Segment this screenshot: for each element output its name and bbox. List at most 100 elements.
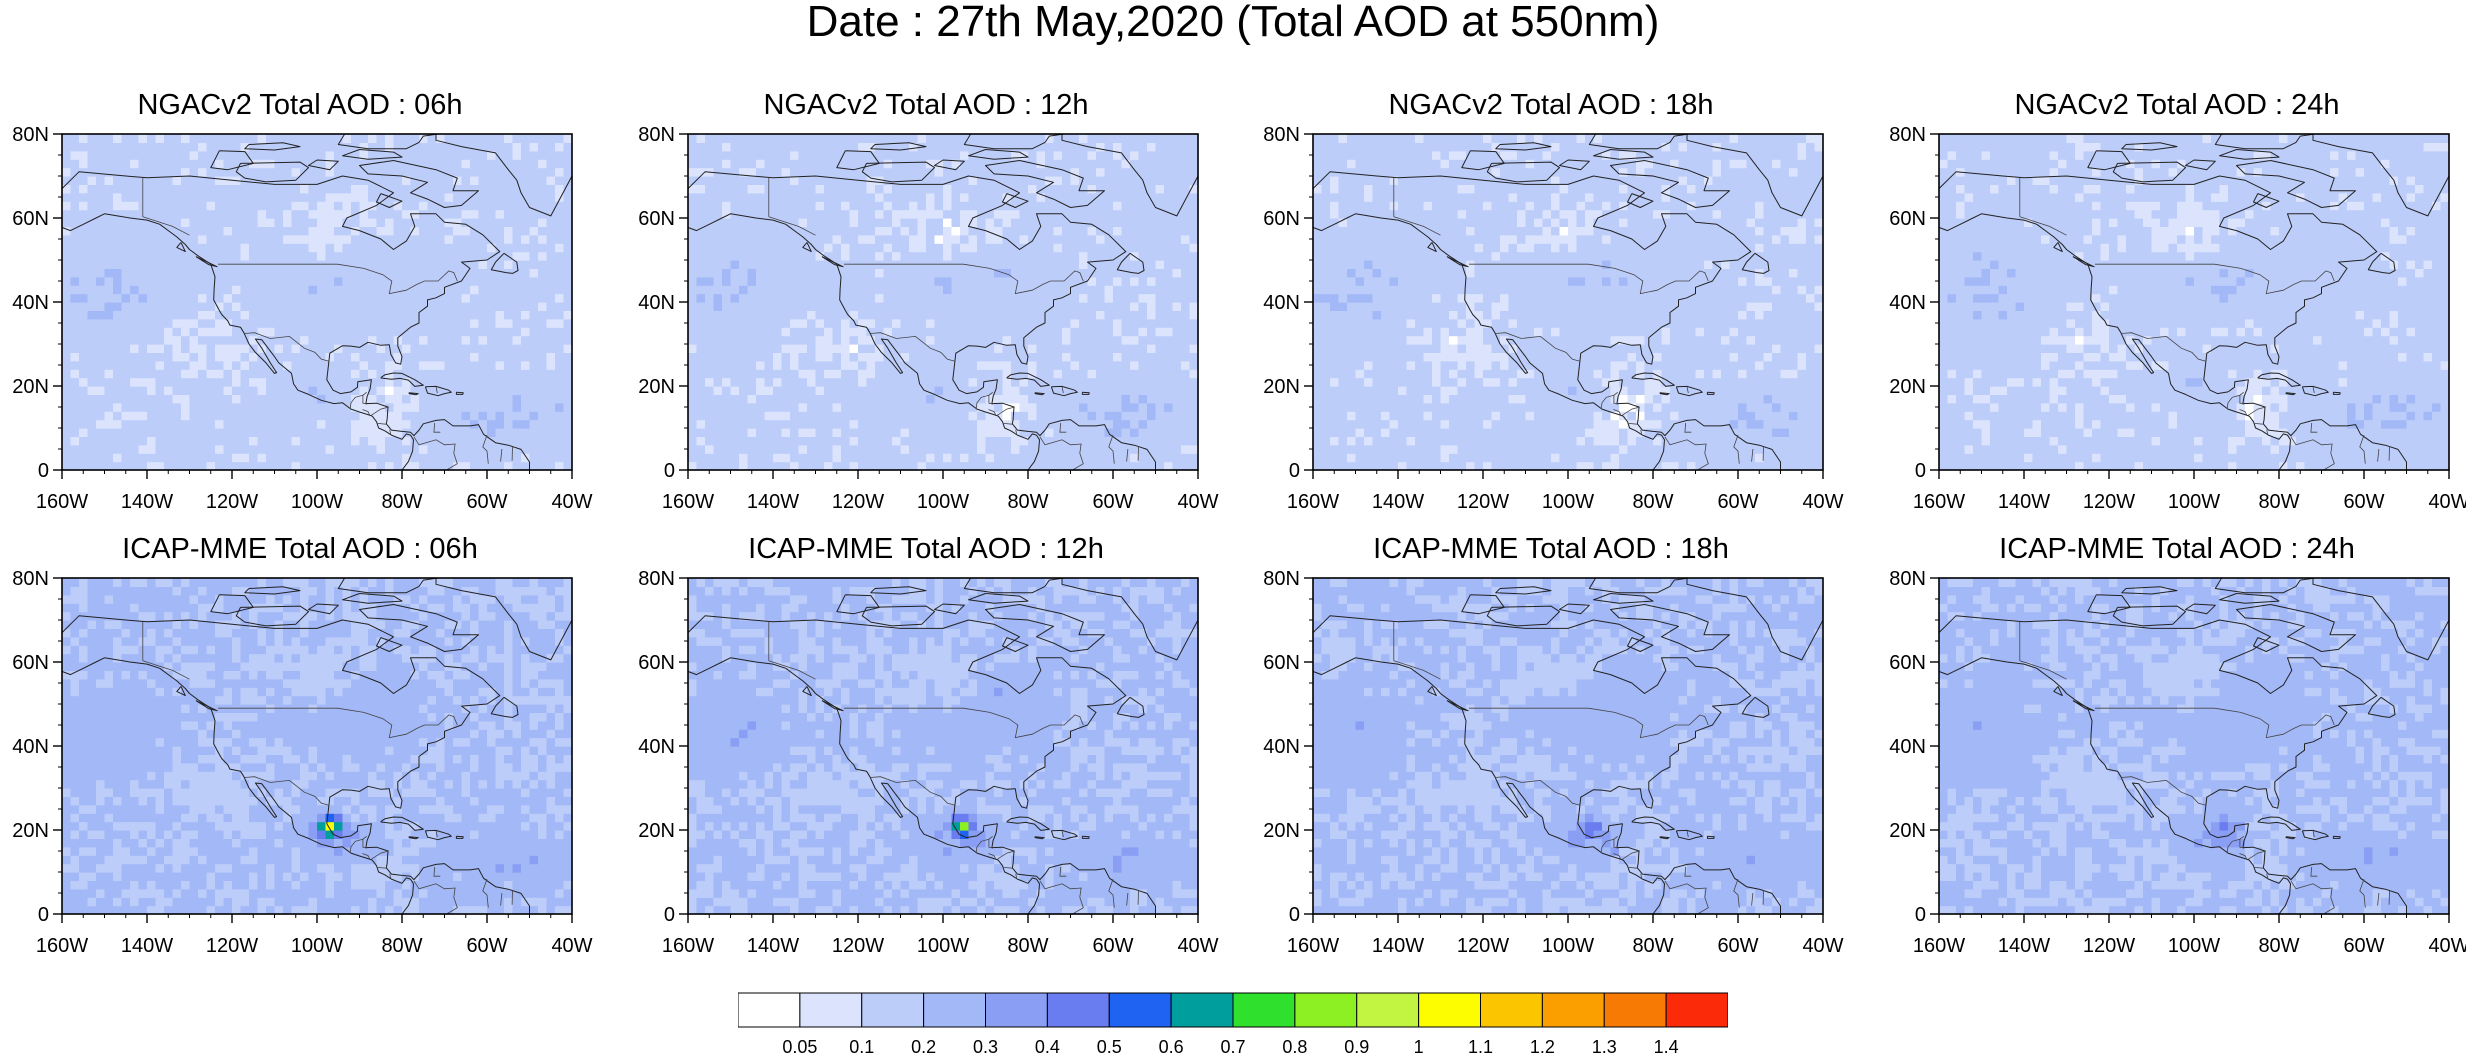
lon-tick-label: 60W xyxy=(1092,491,1133,513)
national-borders xyxy=(2019,177,2390,470)
lat-tick-label: 20N xyxy=(1263,820,1300,842)
aod-field xyxy=(1939,134,2450,471)
lat-tick-label: 0 xyxy=(1915,460,1926,482)
lat-tick-label: 40N xyxy=(12,736,49,758)
map-panel: ICAP-MME Total AOD : 18h 0 20N 40N 60N 80N 160… xyxy=(1251,532,1851,1002)
lat-tick-label: 80N xyxy=(638,568,675,590)
lon-tick-label: 100W xyxy=(1542,935,1594,957)
lat-tick-label: 80N xyxy=(1263,568,1300,590)
lat-tick-label: 40N xyxy=(1263,292,1300,314)
panel-title: NGACv2 Total AOD : 06h xyxy=(0,88,600,122)
lon-tick-label: 100W xyxy=(2168,935,2220,957)
lat-tick-label: 20N xyxy=(1889,376,1926,398)
lon-tick-label: 60W xyxy=(2343,491,2384,513)
lon-tick-label: 80W xyxy=(2258,935,2299,957)
lat-tick-label: 40N xyxy=(1889,736,1926,758)
lon-tick-label: 40W xyxy=(1802,491,1843,513)
lat-tick-label: 60N xyxy=(1263,652,1300,674)
lat-tick-label: 60N xyxy=(12,208,49,230)
panel-title: ICAP-MME Total AOD : 18h xyxy=(1251,532,1851,566)
colorbar-label: 1 xyxy=(1414,1037,1424,1056)
aod-field xyxy=(1939,578,2450,915)
lon-tick-label: 60W xyxy=(466,935,507,957)
map-plot: 0 20N 40N 60N 80N 160W 140W 120W 100W 80W 60W 40W xyxy=(638,568,1218,957)
lon-tick-label: 80W xyxy=(2258,491,2299,513)
colorbar-swatch xyxy=(1541,992,1605,1028)
colorbar-label: 0.6 xyxy=(1159,1037,1184,1056)
lat-tick-label: 40N xyxy=(1263,736,1300,758)
lon-tick-label: 80W xyxy=(1632,491,1673,513)
colorbar-label: 0.05 xyxy=(782,1037,817,1056)
lon-tick-label: 60W xyxy=(1717,491,1758,513)
lon-tick-label: 80W xyxy=(381,935,422,957)
lat-tick-label: 60N xyxy=(638,208,675,230)
colorbar-swatch xyxy=(1603,992,1667,1028)
colorbar-swatch xyxy=(1418,992,1482,1028)
lat-tick-label: 0 xyxy=(38,904,49,926)
lat-tick-label: 0 xyxy=(1289,904,1300,926)
lat-tick-label: 20N xyxy=(1263,376,1300,398)
lon-tick-label: 160W xyxy=(1287,935,1339,957)
lat-tick-label: 80N xyxy=(12,568,49,590)
coastline xyxy=(1313,578,1823,914)
lat-tick-label: 40N xyxy=(12,292,49,314)
map-plot: 0 20N 40N 60N 80N 160W 140W 120W 100W 80W 60W 40W xyxy=(638,124,1218,513)
aod-field xyxy=(688,134,1199,471)
lat-tick-label: 80N xyxy=(1889,124,1926,146)
colorbar-label: 0.2 xyxy=(911,1037,936,1056)
lon-tick-label: 140W xyxy=(121,491,173,513)
map-plot: 0 20N 40N 60N 80N 160W 140W 120W 100W 80W 60W 40W xyxy=(1263,568,1843,957)
coastline xyxy=(1313,134,1823,470)
lon-tick-label: 160W xyxy=(36,935,88,957)
map-panel: ICAP-MME Total AOD : 12h 0 20N 40N 60N 80N 160… xyxy=(626,532,1226,1002)
lon-tick-label: 140W xyxy=(1372,491,1424,513)
colorbar-label: 0.4 xyxy=(1035,1037,1060,1056)
lat-tick-label: 60N xyxy=(638,652,675,674)
national-borders xyxy=(2019,621,2390,914)
aod-field xyxy=(688,578,1199,915)
lat-tick-label: 80N xyxy=(1263,124,1300,146)
colorbar-label: 1.3 xyxy=(1592,1037,1617,1056)
lon-tick-label: 160W xyxy=(36,491,88,513)
lon-tick-label: 160W xyxy=(662,935,714,957)
lon-tick-label: 140W xyxy=(1372,935,1424,957)
colorbar: 0.05 0.1 0.2 0.3 0.4 0.5 0.6 0.7 0.8 0.9 1 1.1 1.2 1.… xyxy=(738,992,1728,1056)
lat-tick-label: 0 xyxy=(664,460,675,482)
lon-tick-label: 40W xyxy=(1177,491,1218,513)
lon-tick-label: 120W xyxy=(206,935,258,957)
colorbar-label: 1.4 xyxy=(1654,1037,1679,1056)
colorbar-swatch xyxy=(985,992,1048,1028)
lon-tick-label: 120W xyxy=(1457,935,1509,957)
lon-tick-label: 100W xyxy=(291,491,343,513)
map-panel: ICAP-MME Total AOD : 06h 0 20N 40N 60N 80N 160… xyxy=(0,532,600,1002)
lon-tick-label: 60W xyxy=(466,491,507,513)
lon-tick-label: 120W xyxy=(2083,491,2135,513)
lat-tick-label: 0 xyxy=(664,904,675,926)
lat-tick-label: 0 xyxy=(38,460,49,482)
colorbar-label: 0.1 xyxy=(849,1037,874,1056)
lat-tick-label: 80N xyxy=(1889,568,1926,590)
panel-title: NGACv2 Total AOD : 12h xyxy=(626,88,1226,122)
colorbar-swatch xyxy=(1294,992,1358,1028)
lon-tick-label: 100W xyxy=(917,491,969,513)
lon-tick-label: 60W xyxy=(1717,935,1758,957)
colorbar-swatch xyxy=(1170,992,1234,1028)
lat-tick-label: 40N xyxy=(638,736,675,758)
panel-title: NGACv2 Total AOD : 18h xyxy=(1251,88,1851,122)
aod-field xyxy=(62,134,573,471)
lon-tick-label: 40W xyxy=(2428,491,2466,513)
colorbar-label: 0.5 xyxy=(1097,1037,1122,1056)
coastline xyxy=(688,134,1198,470)
lat-tick-label: 60N xyxy=(1889,208,1926,230)
lon-tick-label: 120W xyxy=(832,935,884,957)
map-plot: 0 20N 40N 60N 80N 160W 140W 120W 100W 80W 60W 40W xyxy=(12,568,592,957)
lon-tick-label: 140W xyxy=(1998,935,2050,957)
lat-tick-label: 40N xyxy=(638,292,675,314)
colorbar-label: 1.1 xyxy=(1468,1037,1493,1056)
colorbar-swatch xyxy=(923,992,987,1028)
lat-tick-label: 20N xyxy=(638,376,675,398)
colorbar-label: 0.7 xyxy=(1220,1037,1245,1056)
lon-tick-label: 100W xyxy=(291,935,343,957)
lon-tick-label: 140W xyxy=(747,491,799,513)
lon-tick-label: 120W xyxy=(2083,935,2135,957)
